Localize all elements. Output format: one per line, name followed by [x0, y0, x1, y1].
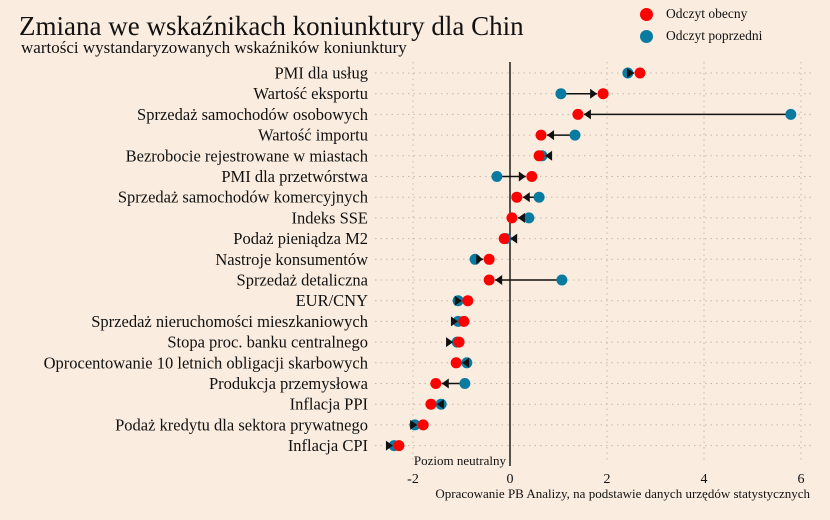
arrowhead — [462, 357, 470, 368]
category-label: Bezrobocie rejestrowane w miastach — [126, 146, 369, 165]
category-label: Nastroje konsumentów — [215, 250, 368, 269]
category-label: Wartość importu — [258, 126, 368, 145]
source-note: Opracowanie PB Analizy, na podstawie dan… — [435, 486, 810, 501]
legend-label-current: Odczyt obecny — [666, 6, 748, 21]
current-point — [511, 191, 523, 203]
x-tick-label: 4 — [701, 472, 708, 487]
current-point — [535, 129, 547, 141]
x-tick-labels: -2 0 2 4 6 — [407, 472, 804, 487]
legend-marker-current — [640, 7, 653, 21]
arrowhead — [510, 233, 518, 244]
chart-title: Zmiana we wskaźnikach koniunktury dla Ch… — [19, 11, 524, 41]
previous-point — [555, 88, 567, 100]
category-label: Inflacja PPI — [290, 395, 368, 414]
category-label: Stopa proc. banku centralnego — [167, 333, 368, 352]
arrowhead — [522, 192, 530, 203]
arrowhead — [441, 378, 449, 389]
arrowhead — [518, 171, 526, 182]
current-point — [425, 398, 437, 410]
category-label: Oprocentowanie 10 letnich obligacji skar… — [44, 353, 369, 372]
arrowhead — [517, 212, 525, 223]
category-label: Wartość eksportu — [253, 84, 368, 103]
arrowhead — [476, 254, 484, 265]
category-label: Sprzedaż samochodów osobowych — [137, 105, 369, 124]
legend-item-current: Odczyt obecny — [638, 3, 762, 25]
neutral-label: Poziom neutralny — [414, 453, 507, 468]
current-point — [458, 315, 470, 327]
current-point — [462, 295, 474, 307]
category-label: EUR/CNY — [296, 291, 369, 310]
previous-point — [556, 274, 568, 286]
x-tick-label: 2 — [604, 472, 611, 487]
arrowhead — [385, 440, 393, 451]
previous-point — [785, 108, 797, 120]
arrowhead — [547, 130, 555, 141]
category-label: Indeks SSE — [291, 208, 368, 227]
current-point — [483, 274, 495, 286]
previous-point — [523, 212, 535, 224]
current-point — [453, 336, 465, 348]
chart-subtitle: wartości wystandaryzowanych wskaźników k… — [21, 38, 407, 57]
category-label: Inflacja CPI — [288, 436, 368, 455]
current-point — [450, 357, 462, 369]
arrowhead — [626, 68, 634, 78]
category-label: Podaż kredytu dla sektora prywatnego — [115, 415, 368, 434]
current-point — [506, 212, 518, 224]
current-point — [498, 233, 510, 245]
category-label: Sprzedaż detaliczna — [237, 271, 369, 290]
previous-point — [569, 129, 581, 141]
category-label: PMI dla przetwórstwa — [221, 167, 368, 186]
arrowhead — [450, 316, 458, 327]
category-label: Podaż pieniądza M2 — [233, 229, 368, 248]
current-point — [483, 253, 495, 265]
category-label: Produkcja przemysłowa — [209, 374, 369, 393]
previous-point — [491, 171, 503, 182]
current-point — [597, 88, 609, 100]
category-label: Sprzedaż samochodów komercyjnych — [118, 188, 369, 207]
current-point — [430, 378, 442, 389]
current-point — [634, 67, 646, 79]
current-point — [572, 108, 584, 120]
current-point — [526, 171, 538, 182]
arrowhead — [583, 109, 591, 120]
legend: Odczyt obecny Odczyt poprzedni — [638, 3, 762, 47]
legend-item-previous: Odczyt poprzedni — [638, 25, 762, 47]
legend-label-previous: Odczyt poprzedni — [666, 28, 763, 43]
x-tick-label: 6 — [798, 472, 805, 487]
arrowhead — [446, 337, 454, 348]
arrowhead — [545, 150, 553, 161]
arrowhead — [495, 275, 503, 285]
x-tick-label: 0 — [507, 472, 514, 487]
current-point — [533, 150, 545, 162]
current-point — [393, 440, 405, 452]
current-point — [417, 419, 429, 431]
legend-marker-previous — [640, 29, 653, 43]
category-label: Sprzedaż nieruchomości mieszkaniowych — [91, 312, 368, 331]
previous-point — [459, 378, 471, 389]
x-tick-label: -2 — [407, 472, 419, 487]
arrowhead — [590, 88, 598, 99]
previous-point — [533, 191, 545, 203]
data-marks — [385, 67, 797, 452]
arrowhead — [436, 399, 444, 410]
category-label: PMI dla usług — [274, 64, 368, 83]
arrowhead — [454, 295, 462, 306]
arrowhead — [410, 419, 418, 430]
